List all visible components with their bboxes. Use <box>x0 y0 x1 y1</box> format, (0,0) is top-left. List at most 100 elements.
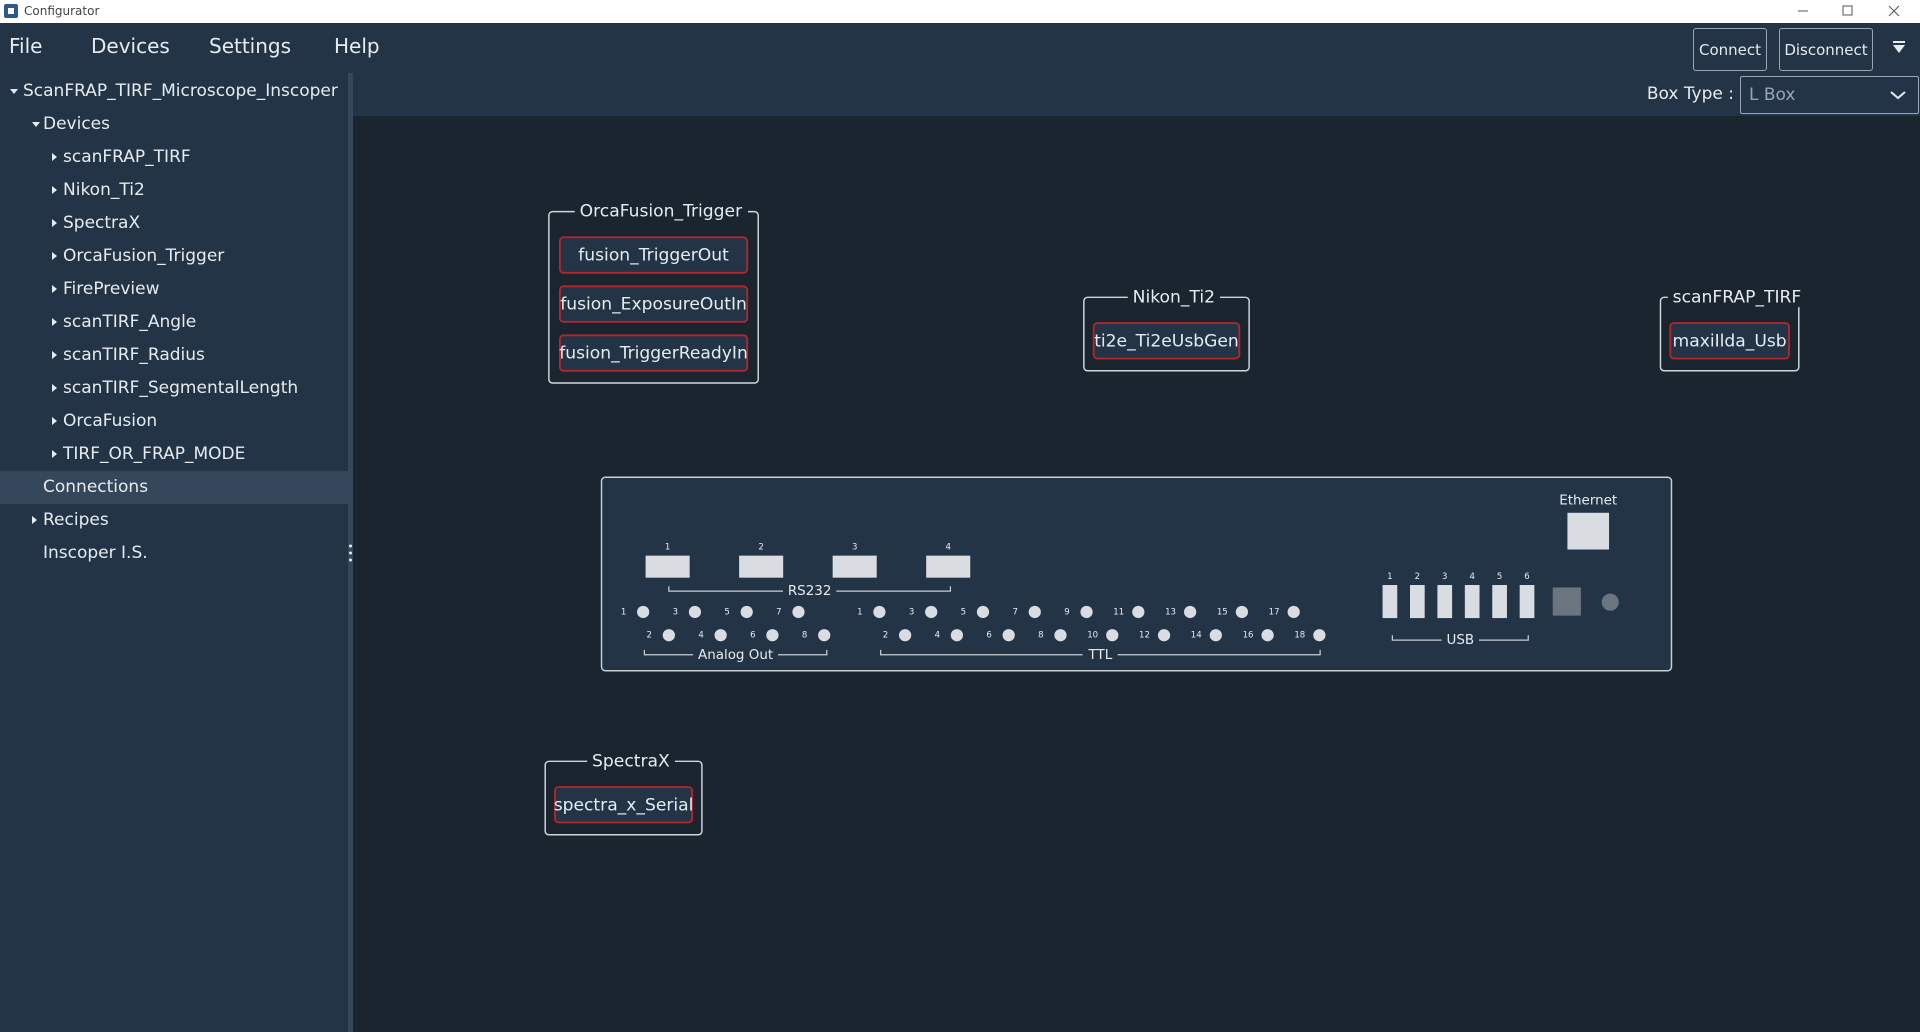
port-number: 16 <box>1243 631 1254 641</box>
analog_out-port[interactable] <box>637 605 650 619</box>
analog_out-port[interactable] <box>688 605 702 619</box>
tree-label: Nikon_Ti2 <box>63 180 145 200</box>
expand-arrow[interactable] <box>52 417 57 425</box>
ttl-port[interactable] <box>1261 629 1274 642</box>
usb-port[interactable] <box>1519 585 1535 619</box>
title-gap <box>587 751 675 772</box>
tree-item[interactable]: ScanFRAP_TIRF_Microscope_Inscoper <box>0 75 348 108</box>
box-type-label: Box Type : <box>1646 84 1734 104</box>
rs232-port[interactable] <box>739 555 784 578</box>
expand-arrow[interactable] <box>52 285 57 293</box>
ttl-port[interactable] <box>1106 629 1119 642</box>
analog_out-port[interactable] <box>662 629 675 642</box>
device-group-title: Nikon_Ti2 <box>1133 287 1215 307</box>
ttl-port[interactable] <box>1054 629 1067 642</box>
ttl-port[interactable] <box>1209 629 1222 642</box>
port-box[interactable] <box>1669 322 1790 360</box>
expand-arrow[interactable] <box>52 186 57 194</box>
usb-port[interactable] <box>1382 585 1398 619</box>
port-box[interactable] <box>1092 322 1241 360</box>
menu-item[interactable]: File <box>9 34 43 58</box>
usb-port[interactable] <box>1464 585 1480 619</box>
tree-label: scanTIRF_Radius <box>63 345 205 365</box>
ttl-port[interactable] <box>1080 605 1093 619</box>
port-box[interactable] <box>558 285 749 323</box>
expand-arrow[interactable] <box>32 122 40 127</box>
tree-item[interactable]: Devices <box>0 108 348 141</box>
analog_out-port[interactable] <box>740 605 753 619</box>
port-number: 6 <box>750 631 755 641</box>
expand-arrow[interactable] <box>52 450 57 458</box>
chevron <box>1890 91 1906 100</box>
ttl-port[interactable] <box>1183 605 1197 619</box>
menu-item[interactable]: Settings <box>209 34 292 58</box>
expand-arrow[interactable] <box>10 89 18 94</box>
usb-port[interactable] <box>1492 585 1507 619</box>
analog_out-port[interactable] <box>766 629 779 642</box>
usb-port[interactable] <box>1409 585 1425 619</box>
menu-item[interactable]: Help <box>334 34 380 58</box>
tree-item[interactable]: Inscoper I.S. <box>0 537 348 570</box>
power-led <box>1601 593 1619 611</box>
tree-item[interactable]: Recipes <box>0 504 348 537</box>
rs232-port[interactable] <box>832 555 877 578</box>
disconnect-button[interactable]: Disconnect <box>1779 28 1873 71</box>
tree-item[interactable]: scanTIRF_Radius <box>0 339 348 372</box>
port-box[interactable] <box>558 334 749 372</box>
tree-item[interactable]: TIRF_OR_FRAP_MODE <box>0 438 348 471</box>
splitter[interactable] <box>348 73 353 1032</box>
tree-item[interactable]: Nikon_Ti2 <box>0 174 348 207</box>
connect-button[interactable]: Connect <box>1693 28 1767 71</box>
expand-arrow[interactable] <box>52 153 57 161</box>
tree-item[interactable]: OrcaFusion <box>0 405 348 438</box>
ttl-port[interactable] <box>1235 605 1249 619</box>
title-bar: Configurator <box>0 0 1920 23</box>
port-number: 8 <box>1038 631 1043 641</box>
tree-item[interactable]: scanTIRF_SegmentalLength <box>0 372 348 405</box>
analog_out-port[interactable] <box>818 629 831 642</box>
analog_out-port[interactable] <box>714 629 727 642</box>
expand-arrow[interactable] <box>52 351 57 359</box>
ttl-port[interactable] <box>1132 605 1145 619</box>
bracket <box>1391 635 1529 641</box>
port-number: 7 <box>1012 607 1017 617</box>
ttl-port[interactable] <box>899 629 912 642</box>
tree-item[interactable]: FirePreview <box>0 273 348 306</box>
rs232-port[interactable] <box>926 555 971 578</box>
ttl-port[interactable] <box>925 605 938 619</box>
ttl-port[interactable] <box>1028 605 1041 619</box>
tree-item[interactable]: scanTIRF_Angle <box>0 306 348 339</box>
ttl-port[interactable] <box>950 629 964 642</box>
expand-arrow[interactable] <box>52 252 57 260</box>
ttl-port[interactable] <box>1287 605 1300 619</box>
expand-arrow[interactable] <box>52 219 57 227</box>
tree-label: scanTIRF_SegmentalLength <box>63 378 299 398</box>
ttl-port[interactable] <box>976 605 990 619</box>
dropdown-icon[interactable] <box>1890 41 1908 55</box>
tree-item[interactable]: OrcaFusion_Trigger <box>0 240 348 273</box>
port-box[interactable] <box>554 786 694 824</box>
tree-label: scanTIRF_Angle <box>63 312 197 332</box>
port-number: 4 <box>945 543 950 553</box>
rs232-port[interactable] <box>645 555 690 578</box>
ttl-port[interactable] <box>873 605 886 619</box>
ttl-port[interactable] <box>1157 629 1171 642</box>
port-box[interactable] <box>558 236 749 274</box>
expand-arrow[interactable] <box>52 318 57 326</box>
box-panel <box>600 476 1673 672</box>
box-type-select[interactable]: L Box <box>1740 76 1919 114</box>
tree-item[interactable]: scanFRAP_TIRF <box>0 141 348 174</box>
analog_out-port[interactable] <box>792 605 805 619</box>
port-label: fusion_TriggerReadyIn <box>559 344 748 364</box>
window-controls[interactable] <box>1790 0 1920 23</box>
expand-arrow[interactable] <box>32 516 37 524</box>
bracket <box>643 649 828 656</box>
tree-item[interactable]: Connections <box>0 471 348 504</box>
connection-canvas: OrcaFusion_Trigger fusion_TriggerOutfusio… <box>544 202 1807 836</box>
menu-item[interactable]: Devices <box>91 34 170 58</box>
expand-arrow[interactable] <box>52 384 57 392</box>
ttl-port[interactable] <box>1002 629 1015 642</box>
tree-item[interactable]: SpectraX <box>0 207 348 240</box>
usb-port[interactable] <box>1437 585 1453 619</box>
ttl-port[interactable] <box>1313 629 1326 642</box>
